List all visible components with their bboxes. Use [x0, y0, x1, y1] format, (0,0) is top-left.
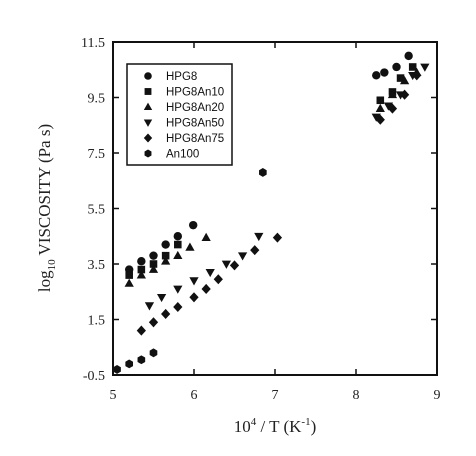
diamond-point	[387, 103, 398, 114]
triangle-down-point	[205, 268, 215, 278]
circle-point	[173, 232, 182, 241]
triangle-down-point	[156, 293, 167, 303]
series-an100	[113, 168, 267, 374]
x-axis-title: 104 / T (K-1)	[234, 416, 317, 436]
legend-items: HPG8 HPG8An10 HPG8An20 HPG8An50 HPG8An75 An10…	[143, 71, 224, 161]
y-tick-label: 3.5	[88, 258, 106, 273]
triangle-down-point	[189, 277, 199, 286]
hexagon-point	[137, 355, 146, 365]
circle-point	[404, 51, 413, 61]
axis-tick-labels: 5 6 7 8 9 -0.5 1.5 3.5 5.5 7.5 9.5 11.5	[81, 36, 440, 403]
y-tick-label: 11.5	[81, 36, 105, 51]
square-point	[161, 251, 170, 260]
legend-box	[126, 63, 233, 166]
diamond-point	[173, 301, 183, 313]
legend-hexagon-marker	[144, 149, 152, 158]
triangle-up-point	[185, 242, 195, 251]
triangle-down-point	[371, 113, 381, 122]
triangle-up-point	[173, 250, 183, 260]
hexagon-point	[113, 365, 121, 374]
x-tick-label: 9	[434, 388, 441, 403]
diamond-point	[250, 245, 260, 256]
triangle-down-point	[237, 252, 248, 261]
diamond-point	[213, 274, 223, 285]
legend-triangle-down-marker	[143, 119, 153, 127]
y-axis-title: log10 VISCOSITY (Pa s)	[35, 124, 58, 292]
square-point	[137, 265, 146, 274]
series-hpg8an50	[144, 63, 430, 311]
square-point	[125, 271, 133, 279]
legend-square-marker	[144, 88, 152, 95]
x-tick-label: 7	[272, 388, 279, 403]
series-hpg8an20	[124, 67, 422, 287]
data-markers	[113, 51, 430, 374]
y-tick-label: 1.5	[88, 314, 106, 329]
circle-point	[380, 68, 389, 77]
square-point	[408, 63, 417, 71]
square-point	[376, 96, 385, 105]
y-tick-label: 7.5	[88, 147, 106, 162]
diamond-point	[412, 70, 422, 81]
hexagon-point	[149, 348, 158, 358]
x-tick-label: 5	[110, 388, 117, 403]
diamond-point	[136, 325, 146, 336]
triangle-up-point	[124, 278, 134, 287]
circle-point	[137, 257, 146, 266]
diamond-point	[189, 292, 199, 303]
triangle-up-point	[387, 89, 398, 99]
y-tick-label: 5.5	[88, 203, 106, 218]
circle-point	[161, 240, 170, 249]
y-tick-label: -0.5	[83, 369, 105, 384]
legend-label: HPG8An10	[166, 87, 224, 99]
x-tick-label: 6	[191, 388, 198, 403]
diamond-point	[161, 308, 171, 319]
triangle-up-point	[136, 270, 146, 279]
diamond-point	[229, 260, 240, 271]
triangle-up-point	[148, 264, 159, 273]
triangle-up-point	[399, 76, 410, 85]
diamond-point	[399, 89, 410, 100]
legend-label: HPG8An20	[166, 102, 224, 114]
legend-label: HPG8An75	[166, 133, 224, 145]
square-point	[149, 260, 158, 268]
triangle-up-point	[375, 103, 385, 112]
triangle-down-point	[221, 260, 232, 269]
x-tick-label: 8	[353, 388, 360, 403]
legend-circle-marker	[144, 72, 152, 80]
axis-ticks	[112, 41, 438, 376]
square-point	[174, 240, 182, 249]
circle-point	[372, 71, 381, 80]
diamond-point	[375, 114, 385, 125]
triangle-down-point	[144, 302, 155, 311]
legend: HPG8 HPG8An10 HPG8An20 HPG8An50 HPG8An75 An10…	[126, 63, 233, 166]
circle-point	[188, 220, 198, 230]
legend-triangle-up-marker	[143, 102, 153, 111]
diamond-point	[148, 317, 159, 328]
triangle-down-point	[420, 63, 430, 72]
series-hpg8	[125, 51, 413, 274]
diamond-point	[201, 283, 211, 295]
legend-label: HPG8An50	[166, 118, 224, 130]
triangle-down-point	[254, 232, 264, 242]
triangle-up-point	[161, 256, 171, 265]
triangle-up-point	[201, 232, 211, 241]
diamond-point	[272, 232, 283, 243]
legend-label: HPG8	[166, 71, 197, 83]
legend-diamond-marker	[143, 133, 153, 143]
hexagon-point	[259, 168, 267, 177]
hexagon-point	[125, 359, 134, 369]
triangle-down-point	[173, 285, 183, 294]
circle-point	[392, 62, 401, 72]
y-tick-label: 9.5	[88, 92, 106, 107]
legend-label: An100	[166, 149, 199, 161]
circle-point	[149, 251, 158, 260]
series-hpg8an75	[136, 70, 422, 336]
triangle-down-point	[383, 102, 394, 111]
square-point	[396, 74, 405, 82]
